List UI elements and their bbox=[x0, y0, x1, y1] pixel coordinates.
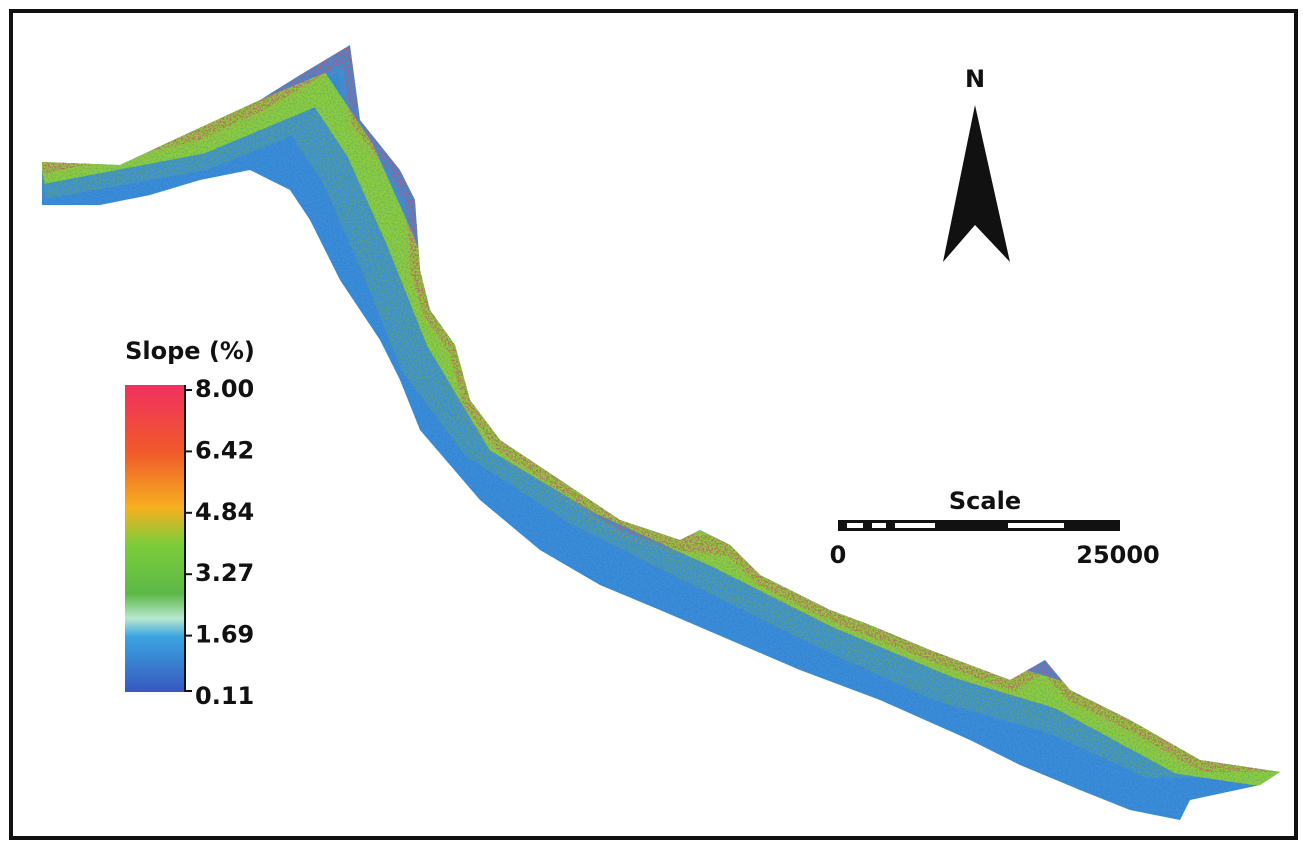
north-label: N bbox=[965, 65, 985, 93]
color-ramp bbox=[125, 385, 185, 692]
legend-title: Slope (%) bbox=[125, 337, 255, 365]
scale-label: 25000 bbox=[1076, 541, 1160, 569]
map: Slope (%) 8.00 6.42 4.84 3.27 1.69 0.11 N Sca… bbox=[0, 0, 1303, 846]
scale-segment bbox=[895, 523, 935, 528]
legend-label: 0.11 bbox=[195, 682, 254, 710]
scale-segment bbox=[872, 523, 886, 528]
legend-label: 6.42 bbox=[195, 436, 254, 464]
legend-label: 8.00 bbox=[195, 375, 254, 403]
legend-label: 4.84 bbox=[195, 498, 254, 526]
legend-label: 1.69 bbox=[195, 621, 254, 649]
legend-label: 3.27 bbox=[195, 559, 254, 587]
scale-label: 0 bbox=[830, 541, 847, 569]
scale-segment bbox=[847, 523, 863, 528]
scale-title: Scale bbox=[949, 487, 1021, 515]
scale-segment bbox=[1008, 523, 1064, 528]
